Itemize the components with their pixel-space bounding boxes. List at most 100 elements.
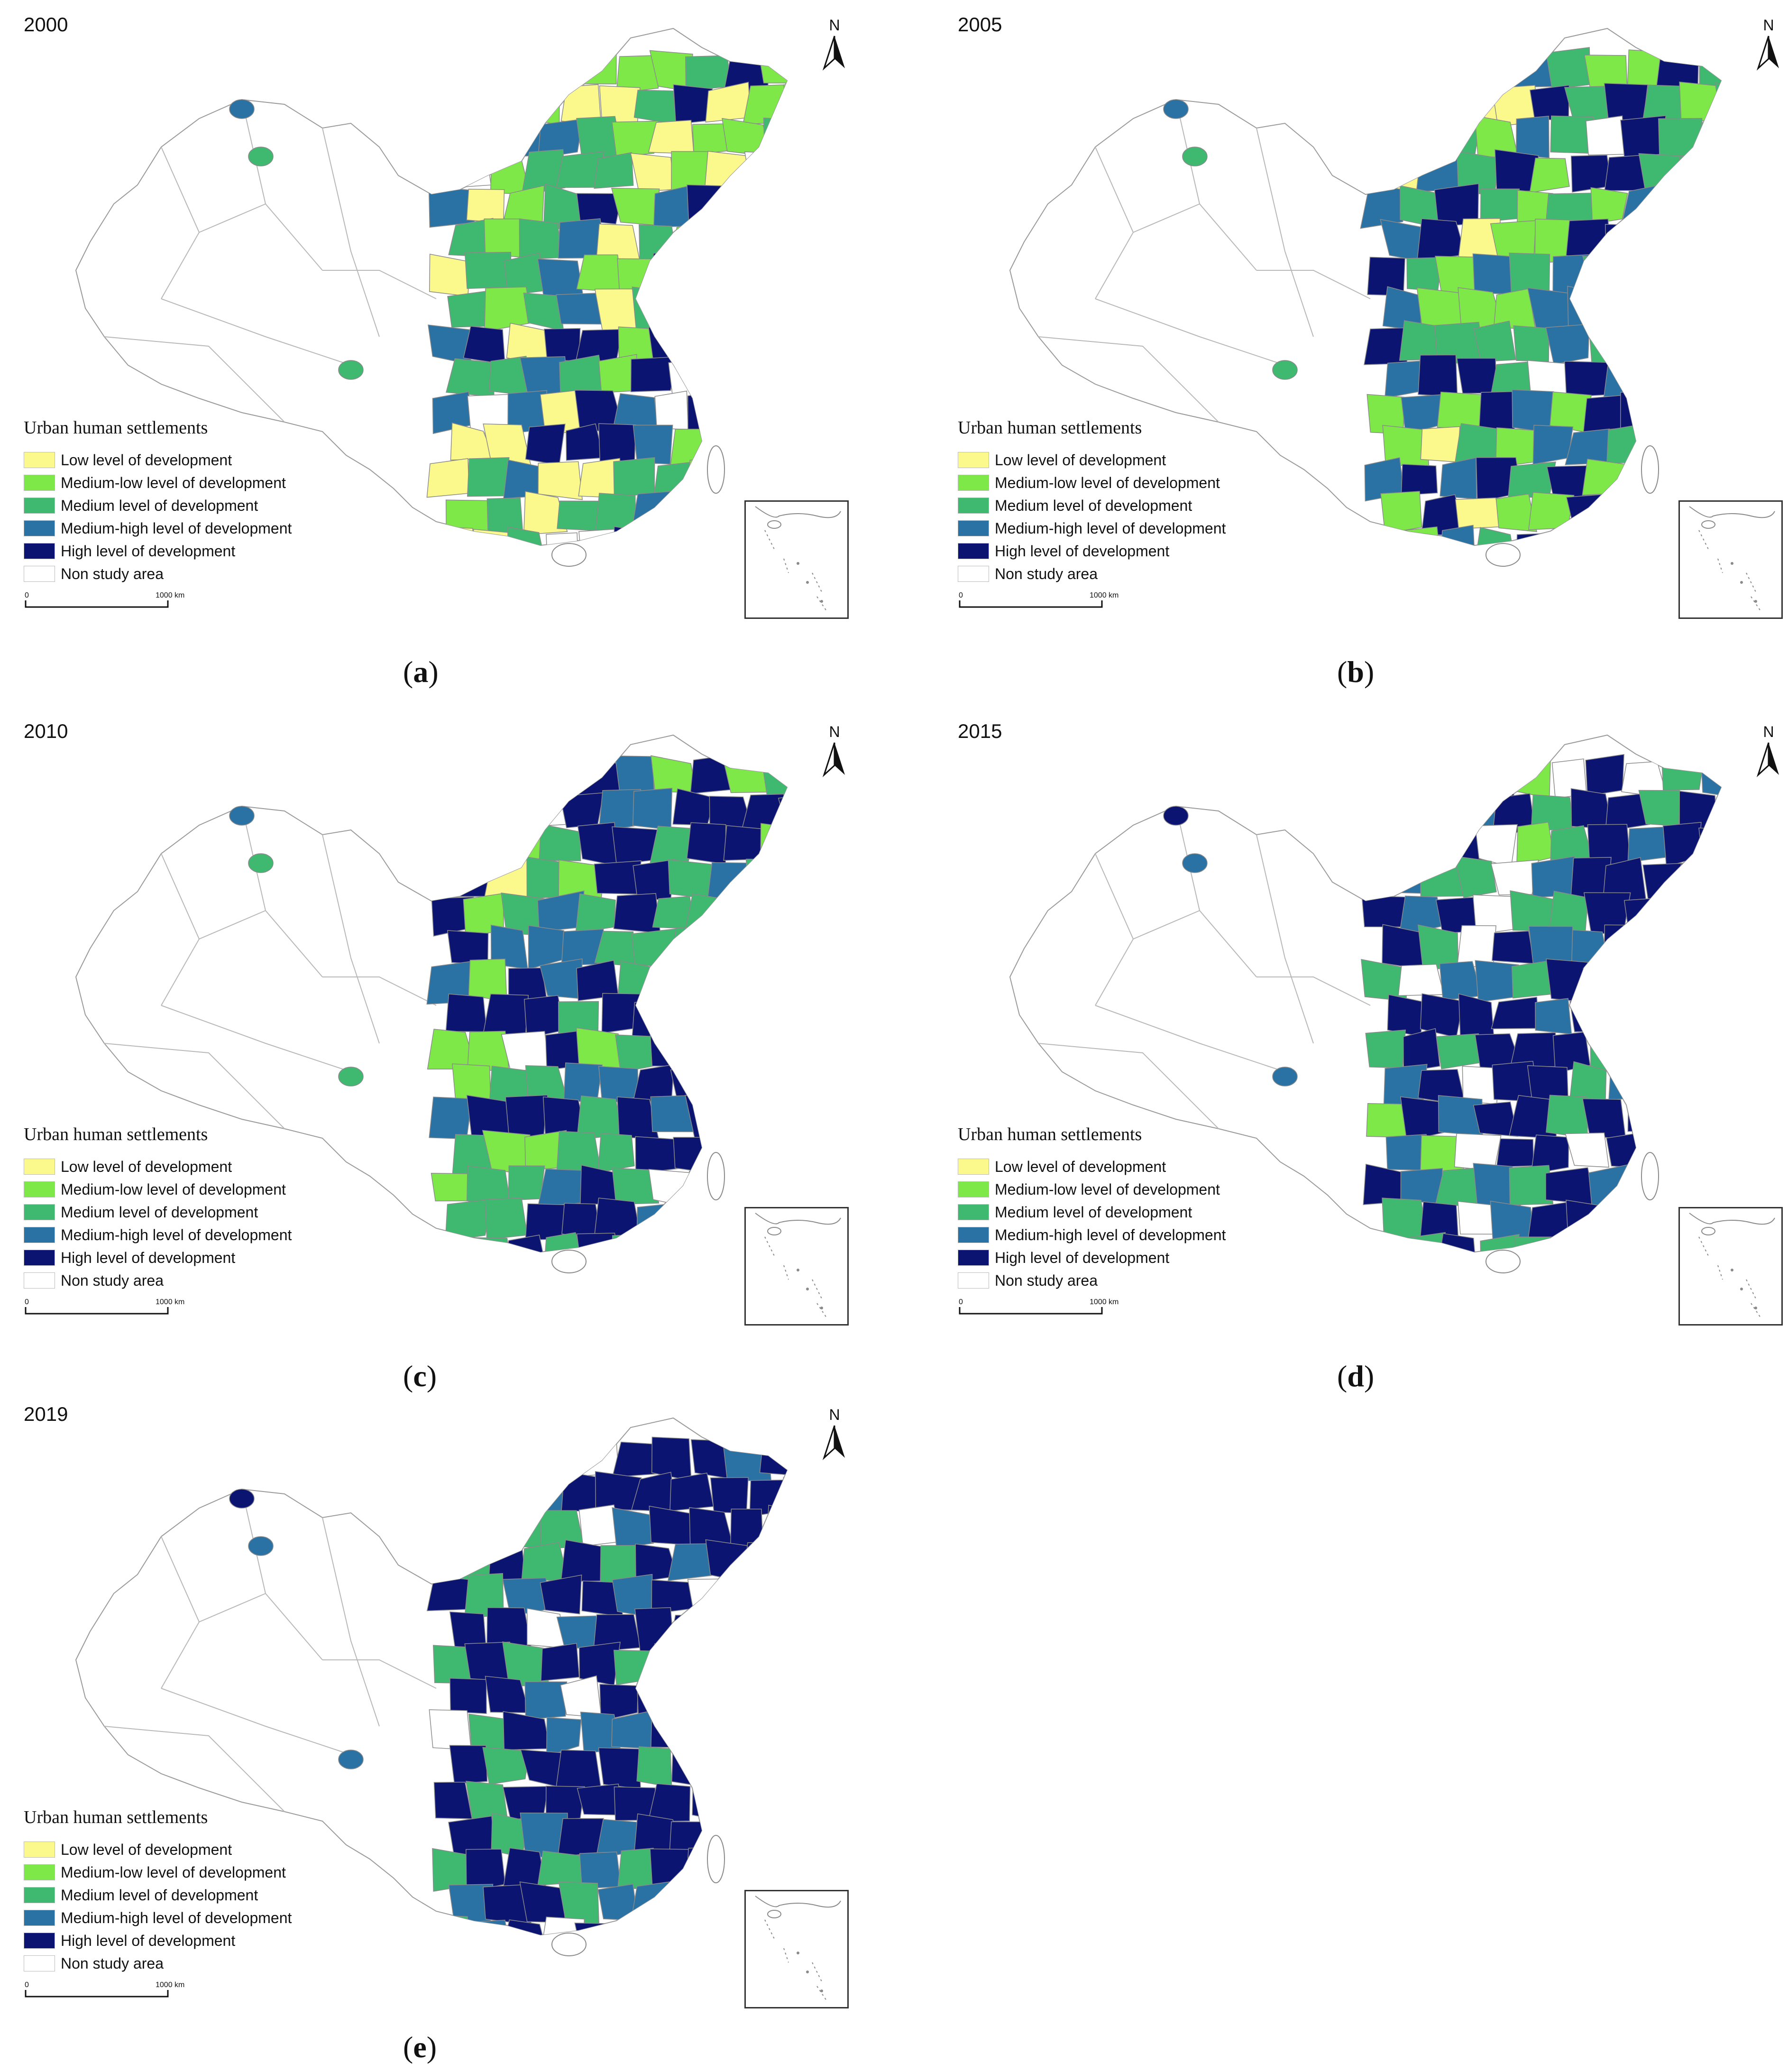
prefecture-region [648,120,695,155]
legend-swatch [958,497,989,514]
prefecture-region [744,425,787,468]
legend-swatch [24,543,55,559]
prefecture-region [674,490,717,531]
prefecture-region [1624,253,1669,291]
prefecture-region [742,1062,787,1104]
prefecture-region [1455,497,1502,529]
prefecture-region [1419,792,1463,833]
prefecture-region [1678,424,1720,461]
prefecture-region [1679,153,1721,192]
prefecture-region [450,792,495,831]
prefecture-region [1531,856,1576,898]
prefecture-region [449,1611,487,1648]
prefecture-region [1717,288,1721,329]
island [1485,543,1521,567]
prefecture-region [524,1681,568,1720]
province-boundary [161,1005,351,1072]
prefecture-region [1590,1026,1628,1071]
prefecture-region [1676,1064,1719,1107]
legend-item: Non study area [958,1269,1299,1292]
isolated-study-region [338,360,364,380]
north-arrow-icon: N [820,722,849,779]
prefecture-region [519,1881,566,1923]
prefecture-region [1442,117,1481,157]
prefecture-region [767,1167,787,1208]
prefecture-region [1437,391,1484,430]
prefecture-region [1620,1231,1665,1252]
prefecture-region [630,356,679,392]
south-china-sea-inset [1678,1207,1783,1326]
prefecture-region [1695,259,1721,294]
isolated-study-region [1163,99,1189,119]
prefecture-region [1638,360,1679,399]
island [707,1835,725,1883]
prefecture-region [1552,1031,1591,1074]
prefecture-region [486,81,532,125]
prefecture-region [632,286,676,332]
prefecture-region [630,1881,673,1922]
prefecture-region [759,1442,787,1477]
legend-label: Non study area [995,1271,1098,1289]
prefecture-region [470,529,514,545]
legend-swatch [24,1181,55,1197]
province-boundary [322,1517,380,1727]
prefecture-region [631,928,677,968]
legend-title: Urban human settlements [24,1807,208,1827]
prefecture-region [1625,322,1664,367]
svg-text:0: 0 [25,1981,29,1989]
legend-swatch [958,1181,989,1197]
prefecture-region [1588,321,1628,366]
prefecture-region [556,1131,602,1173]
prefecture-region [613,1649,658,1685]
prefecture-region [1480,188,1520,223]
legend-swatch [24,475,55,491]
prefecture-region [691,1915,734,1935]
island [707,445,725,494]
north-arrow-icon: N [820,1405,849,1462]
prefecture-region [447,290,491,328]
prefecture-region [1714,428,1721,464]
prefecture-region [742,218,787,263]
prefecture-region [706,1610,752,1650]
prefecture-region [1680,360,1721,394]
prefecture-region [632,1001,676,1038]
prefecture-region [618,1920,659,1935]
legend-label: Low level of development [995,451,1166,469]
legend-label: Medium level of development [61,497,258,514]
legend-item: Medium-low level of development [24,1178,365,1201]
prefecture-region [689,253,730,292]
prefecture-region [427,525,473,545]
legend-swatch [958,475,989,491]
legend-swatch [24,1864,55,1880]
prefecture-region [656,525,692,545]
prefecture-region [452,1063,491,1102]
isolated-study-region [1182,147,1208,166]
legend-swatch [24,1887,55,1903]
prefecture-region [706,1060,747,1105]
legend-label: Low level of development [61,1841,232,1858]
prefecture-region [1620,532,1665,545]
prefecture-region [1715,994,1721,1033]
legend-swatch [958,452,989,468]
prefecture-region [1403,1232,1446,1252]
isolated-study-region [229,806,255,826]
prefecture-region [576,254,623,293]
legend: Urban human settlements Low level of deve… [24,417,365,585]
prefecture-region [1604,83,1648,121]
prefecture-region [1664,390,1697,427]
prefecture-region [723,320,770,358]
prefecture-region [1398,964,1444,996]
legend-item: High level of development [958,1246,1299,1269]
prefecture-region [712,285,747,331]
prefecture-region [1551,529,1595,545]
svg-text:N: N [829,17,840,34]
legend-swatch [24,1842,55,1858]
prefecture-region [782,1065,787,1106]
legend-item: High level of development [24,1929,365,1952]
prefecture-region [688,320,731,365]
prefecture-region [708,1198,749,1239]
prefecture-region [743,1679,787,1721]
prefecture-region [1546,958,1595,1004]
legend-label: Low level of development [995,1158,1166,1175]
legend-item: High level of development [24,1246,365,1269]
